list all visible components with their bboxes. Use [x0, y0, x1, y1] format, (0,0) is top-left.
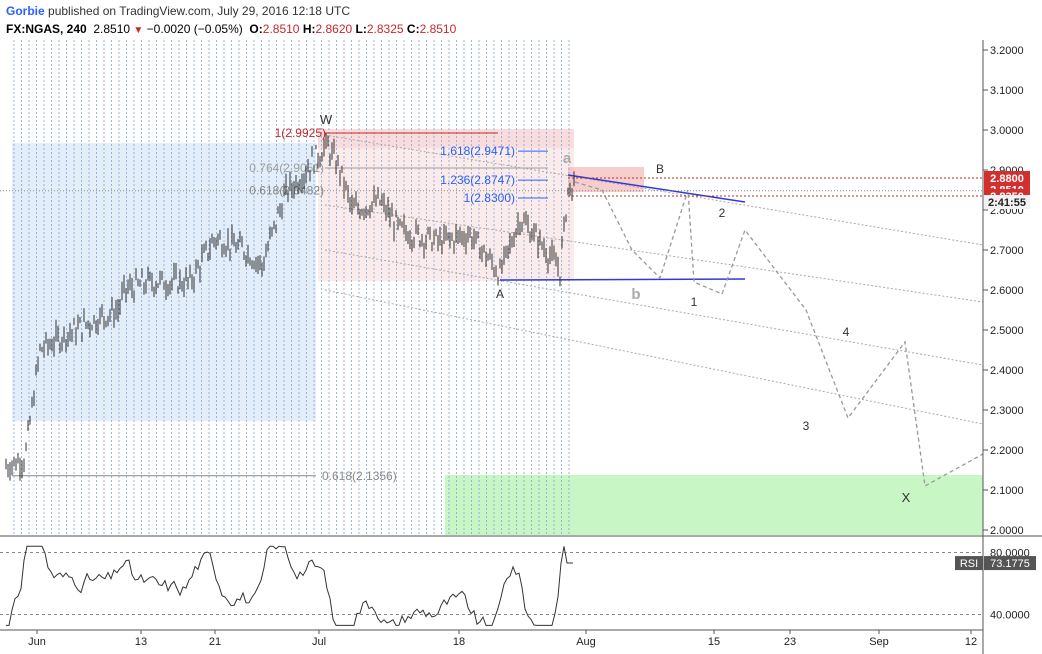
fib-label: 0.618(2.8482) — [249, 184, 324, 198]
price-tick-label: 3.2000 — [990, 45, 1024, 57]
wave-label: 2 — [719, 206, 726, 220]
resistance-line — [567, 174, 746, 203]
publish-info: Gorbie published on TradingView.com, Jul… — [6, 4, 350, 18]
wave-label: 4 — [843, 325, 850, 339]
wave-label: A — [496, 287, 504, 301]
wave-label: 3 — [803, 419, 810, 433]
price-tick-label: 2.7000 — [990, 245, 1024, 257]
price-tick-label: 3.0000 — [990, 125, 1024, 137]
price-tick-label: 2.2000 — [990, 445, 1024, 457]
time-tick-label: 12 — [965, 636, 977, 648]
fib-levels: 1(2.9925) 1.618(2.9471) 0.764(2.9051) 1.236… — [0, 126, 983, 483]
rsi-tick-label: 40.0000 — [990, 610, 1030, 622]
chart-header: Gorbie published on TradingView.com, Jul… — [0, 0, 1042, 40]
close-value: 2.8510 — [419, 22, 457, 36]
down-arrow-icon: ▼ — [133, 25, 144, 36]
symbol-label[interactable]: FX:NGAS, 240 — [6, 22, 87, 36]
wave-label: 1 — [691, 295, 698, 309]
time-tick-label: 21 — [209, 636, 221, 648]
wave-labels: W Aa Bb 2 1 4 3 X — [320, 112, 911, 505]
rsi-name-tag — [955, 556, 983, 571]
price-tag-label: 2.8800 — [990, 173, 1024, 185]
channel-line — [324, 134, 984, 246]
open-value: 2.8510 — [262, 22, 300, 36]
low-label: L: — [355, 22, 367, 36]
price-tick-label: 2.3000 — [990, 405, 1024, 417]
price-tick-label: 2.1000 — [990, 485, 1024, 497]
pink-zone-b — [568, 167, 644, 192]
wave-label: B — [656, 162, 664, 176]
fib-label: 0.764(2.9051) — [249, 161, 324, 175]
ohlc-legend: FX:NGAS, 240 2.8510 ▼ −0.0020 (−0.05%) O… — [6, 22, 456, 36]
projection-path — [574, 181, 984, 488]
fib-label: 1(2.9925) — [275, 126, 326, 140]
last-price: 2.8510 — [93, 22, 131, 36]
fib-label: 0.618(2.1356) — [322, 469, 397, 483]
open-label: O: — [249, 22, 263, 36]
time-tick-label: Jul — [312, 636, 326, 648]
channel-line — [324, 204, 984, 303]
price-change: −0.0020 (−0.05%) — [146, 22, 243, 36]
fib-label: 1.618(2.9471) — [440, 144, 515, 158]
author-name[interactable]: Gorbie — [6, 4, 45, 18]
wave-label: b — [631, 286, 640, 303]
fib-label: 1(2.8300) — [464, 191, 515, 205]
time-axis[interactable]: Jun 13 21 Jul 18 Aug 15 23 Sep 12 — [28, 630, 977, 648]
time-tick-label: Sep — [869, 636, 889, 648]
high-label: H: — [302, 22, 316, 36]
time-tick-label: 23 — [784, 636, 796, 648]
rsi-line — [6, 545, 573, 626]
price-tick-label: 2.4000 — [990, 365, 1024, 377]
wave-label: W — [320, 112, 333, 127]
rsi-value-tag — [984, 556, 1036, 571]
rsi-value: 73.1775 — [990, 558, 1030, 570]
price-tick-label: 2.6000 — [990, 285, 1024, 297]
price-bars — [5, 132, 575, 481]
vertical-gridlines — [13, 40, 570, 536]
target-zone — [445, 475, 983, 535]
time-tick-label: 15 — [708, 636, 720, 648]
channel-line — [324, 249, 984, 366]
close-label: C: — [406, 22, 420, 36]
wave-label: X — [902, 490, 911, 505]
price-tag — [984, 195, 1030, 209]
price-tag — [984, 171, 1030, 185]
price-tick-label: 3.1000 — [990, 85, 1024, 97]
time-tick-label: Jun — [28, 636, 46, 648]
time-tick-label: Aug — [576, 636, 596, 648]
price-tick-label: 2.5000 — [990, 325, 1024, 337]
publish-text: published on TradingView.com, July 29, 2… — [48, 4, 350, 18]
low-value: 2.8325 — [366, 22, 404, 36]
price-tick-label: 2.0000 — [990, 525, 1024, 537]
fib-label: 1.236(2.8747) — [440, 173, 515, 187]
price-chart[interactable]: 1(2.9925) 1.618(2.9471) 0.764(2.9051) 1.236… — [0, 40, 1042, 654]
rsi-name: RSI — [960, 558, 978, 570]
high-value: 2.8620 — [315, 22, 353, 36]
elliott-projection — [574, 181, 984, 488]
price-tag-label: 2:41:55 — [988, 197, 1026, 209]
time-tick-label: 18 — [453, 636, 465, 648]
support-line — [499, 278, 746, 281]
wave-label: a — [563, 150, 572, 167]
trend-channel — [324, 134, 984, 425]
time-tick-label: 13 — [135, 636, 147, 648]
